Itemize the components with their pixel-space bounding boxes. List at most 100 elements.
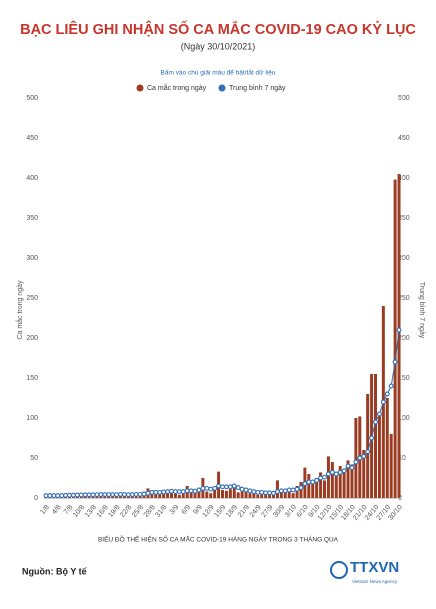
bar	[173, 494, 177, 498]
bar	[256, 494, 260, 498]
x-tick-label: 9/9	[192, 504, 204, 516]
y2-tick-label: 300	[398, 255, 410, 262]
bar	[279, 490, 283, 498]
x-tick-label: 24/9	[249, 504, 263, 519]
bar	[338, 466, 342, 498]
bar	[170, 493, 173, 498]
legend-item[interactable]: Ca mắc trong ngày	[136, 83, 207, 92]
point	[365, 449, 371, 455]
point	[192, 488, 198, 494]
point	[341, 468, 347, 474]
point	[290, 487, 296, 493]
point	[267, 490, 273, 496]
point	[169, 488, 174, 494]
bar	[197, 488, 201, 498]
point	[353, 459, 359, 465]
point	[51, 493, 57, 499]
point	[153, 489, 159, 495]
x-tick-label: 3/9	[169, 504, 181, 516]
x-tick-label: 28/8	[143, 504, 157, 519]
y2-tick-label: 450	[398, 135, 410, 142]
bar	[366, 394, 370, 498]
point	[259, 489, 265, 495]
point	[196, 487, 202, 493]
point	[188, 488, 194, 494]
bar	[221, 490, 224, 498]
y-tick-label: 350	[26, 215, 38, 222]
point	[310, 479, 316, 485]
y-tick-label: 400	[26, 175, 38, 182]
point	[286, 487, 292, 493]
point	[70, 492, 76, 498]
point	[369, 435, 375, 441]
point	[125, 492, 131, 498]
point	[329, 469, 335, 475]
y2-tick-label: 250	[398, 295, 410, 302]
point	[114, 492, 120, 498]
point	[247, 488, 253, 494]
point	[227, 484, 233, 490]
point	[282, 488, 288, 494]
logo-sub: Vietnam News Agency	[352, 579, 398, 584]
y-tick-label: 50	[30, 455, 38, 462]
x-tick-label: 25/8	[131, 504, 145, 519]
point	[118, 491, 123, 497]
legend-item[interactable]: Trung bình 7 ngày	[218, 84, 287, 92]
x-tick-label: 7/8	[63, 504, 75, 516]
point	[212, 485, 218, 491]
bar	[362, 450, 366, 498]
series	[44, 174, 401, 498]
bar	[342, 470, 346, 498]
point	[223, 484, 229, 490]
bar	[260, 493, 264, 498]
point	[172, 489, 178, 495]
bar	[189, 490, 193, 498]
point	[161, 489, 167, 495]
point	[325, 471, 331, 477]
bar	[334, 475, 338, 498]
point	[67, 492, 72, 498]
point	[137, 491, 143, 497]
point	[208, 486, 214, 492]
point	[216, 483, 222, 489]
bar	[193, 492, 197, 498]
bar	[326, 456, 330, 498]
point	[220, 484, 225, 490]
point	[90, 492, 96, 498]
point	[388, 383, 394, 389]
y-tick-label: 200	[26, 335, 38, 342]
y-tick-label: 100	[26, 415, 38, 422]
chart-title: BẠC LIÊU GHI NHẬN SỐ CA MẮC COVID-19 CAO…	[20, 20, 416, 38]
point	[59, 493, 65, 499]
point	[157, 489, 163, 495]
bar	[377, 414, 381, 498]
x-tick-label: 16/8	[96, 504, 110, 519]
point	[180, 489, 186, 495]
x-tick-label: 15/9	[213, 504, 227, 519]
point	[361, 453, 367, 459]
point	[184, 488, 190, 494]
point	[74, 492, 80, 498]
x-tick-label: 21/9	[237, 504, 251, 519]
x-tick-label: 31/8	[154, 504, 168, 519]
y2-axis-label: Trung bình 7 ngày	[418, 282, 425, 339]
point	[200, 485, 206, 491]
bar	[374, 374, 377, 498]
bar	[177, 494, 181, 498]
point	[294, 486, 300, 492]
point	[345, 463, 351, 469]
bar	[224, 490, 228, 498]
point	[176, 489, 182, 495]
point	[129, 492, 135, 498]
point	[98, 492, 104, 498]
point	[380, 399, 386, 405]
legend-swatch	[218, 84, 226, 92]
point	[239, 486, 245, 492]
point	[94, 492, 100, 498]
point	[43, 493, 49, 499]
x-tick-label: 6/9	[181, 504, 193, 516]
point	[333, 471, 339, 477]
x-tick-label: 30/9	[272, 504, 286, 519]
x-tick-label: 18/9	[225, 504, 239, 519]
point	[141, 491, 147, 497]
